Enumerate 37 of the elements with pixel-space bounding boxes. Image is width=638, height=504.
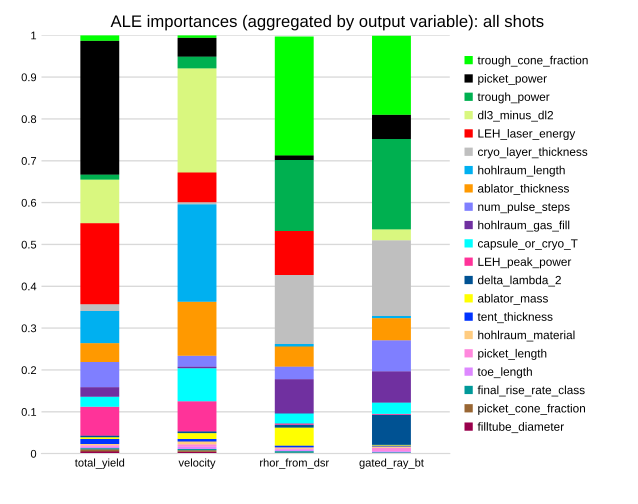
- legend-label: hohlraum_material: [478, 330, 574, 342]
- legend-label: toe_length: [478, 367, 532, 378]
- legend-label: final_rise_rate_class: [478, 386, 585, 396]
- legend-label: LEH_laser_energy: [478, 128, 576, 140]
- x-tick-label: total_yield: [74, 458, 124, 469]
- y-tick-label: 0.6: [22, 198, 36, 207]
- legend-label: picket_length: [478, 348, 546, 360]
- legend-label: ablator_mass: [478, 294, 548, 305]
- legend-label: ablator_thickness: [478, 184, 569, 195]
- legend-label: hohlraum_gas_fill: [478, 220, 570, 232]
- legend-label: picket_power: [478, 74, 547, 86]
- x-tick-label: rhor_from_dsr: [260, 458, 329, 469]
- y-tick-label: 0.1: [22, 408, 36, 416]
- y-tick-label: 0.4: [22, 282, 36, 290]
- y-tick-label: 0.3: [22, 324, 36, 332]
- x-tick-label: velocity: [178, 458, 216, 469]
- y-tick-label: 0.2: [22, 366, 36, 374]
- legend-label: delta_lambda_2: [478, 276, 561, 286]
- legend-label: trough_cone_fraction: [478, 56, 588, 67]
- legend-label: hohlraum_length: [478, 166, 565, 177]
- y-tick-label: 0: [30, 450, 36, 458]
- y-tick-label: 0.7: [22, 157, 36, 165]
- legend-label: cryo_layer_thickness: [478, 147, 588, 158]
- y-tick-label: 0.5: [22, 240, 36, 249]
- legend-label: trough_power: [478, 92, 550, 104]
- legend-label: capsule_or_cryo_T: [478, 238, 578, 250]
- legend-label: dl3_minus_dl2: [478, 110, 554, 122]
- legend-label: picket_cone_fraction: [478, 404, 586, 415]
- legend-label: num_pulse_steps: [478, 202, 570, 214]
- legend-label: LEH_peak_power: [478, 257, 572, 268]
- y-tick-label: 1: [31, 32, 36, 40]
- x-tick-label: gated_ray_bt: [359, 458, 424, 469]
- y-tick-label: 0.9: [22, 73, 36, 82]
- legend-label: filltube_diameter: [478, 422, 564, 434]
- chart-title: ALE importances (aggregated by output variable): all shots: [110, 14, 544, 30]
- y-tick-label: 0.8: [22, 115, 36, 124]
- legend-label: tent_thickness: [478, 312, 553, 324]
